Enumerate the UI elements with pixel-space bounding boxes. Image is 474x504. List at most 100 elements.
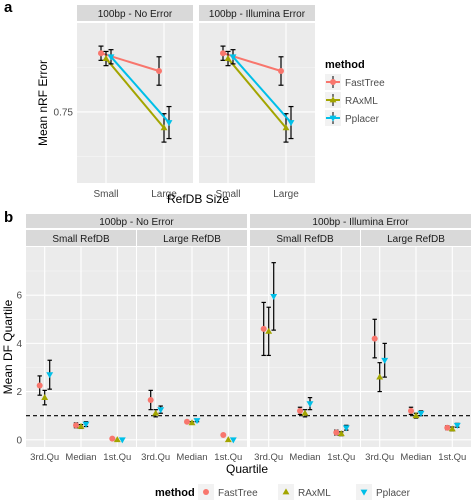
- legend-symbol-raxml: [329, 96, 337, 103]
- legend-a: method FastTree RAxML Pplacer: [325, 59, 385, 126]
- facet-b-3: Large RefDB 3rd.Qu Median 1st.Qu: [361, 230, 471, 463]
- x-tick-label: 1st.Qu: [214, 452, 242, 463]
- panel-letter-b: b: [4, 209, 13, 226]
- x-axis-label: Quartile: [226, 462, 268, 476]
- point-pplacer: [270, 293, 278, 300]
- point-pplacer: [229, 437, 237, 444]
- point-fasttree: [156, 68, 162, 74]
- inner-facet-title: Large RefDB: [387, 234, 445, 245]
- point-fasttree: [36, 382, 43, 389]
- point-pplacer: [306, 401, 314, 408]
- x-tick-label: Small: [93, 189, 118, 200]
- facet-a-0: 100bp - No Error Small Large: [77, 5, 193, 200]
- x-tick-label: Median: [289, 452, 320, 463]
- point-raxml: [337, 430, 345, 437]
- point-fasttree: [184, 418, 190, 425]
- plot-background: [77, 23, 193, 183]
- legend-entry: FastTree: [345, 78, 385, 89]
- legend-entry: RAxML: [298, 488, 331, 499]
- x-tick-label: 3rd.Qu: [30, 452, 59, 463]
- y-axis-label: Mean nRF Error: [36, 60, 50, 146]
- inner-facet-strip: [250, 230, 360, 246]
- x-tick-label: 3rd.Qu: [141, 452, 170, 463]
- point-pplacer: [118, 437, 126, 444]
- series-line-pplacer: [232, 56, 292, 124]
- point-raxml: [102, 54, 110, 61]
- panel-letter-a: a: [4, 0, 13, 16]
- series-line-pplacer: [110, 56, 170, 124]
- point-fasttree: [98, 50, 104, 57]
- point-pplacer: [287, 120, 295, 127]
- plot-background: [199, 23, 315, 183]
- legend-entry: FastTree: [218, 488, 258, 499]
- y-tick-label: 2: [16, 387, 22, 398]
- legend-entry: Pplacer: [376, 488, 411, 499]
- point-pplacer: [453, 422, 461, 429]
- inner-facet-title: Small RefDB: [52, 234, 110, 245]
- x-tick-label: 1st.Qu: [438, 452, 466, 463]
- series-line-raxml: [105, 57, 165, 129]
- point-raxml: [265, 327, 273, 334]
- x-tick-label: Small: [215, 189, 240, 200]
- facet-a-1: 100bp - Illumina Error Small Large: [199, 5, 315, 200]
- point-pplacer: [417, 410, 425, 417]
- x-tick-label: 3rd.Qu: [254, 452, 283, 463]
- series-line-raxml: [227, 57, 287, 129]
- x-tick-label: Median: [400, 452, 431, 463]
- point-raxml: [224, 54, 232, 61]
- point-raxml: [77, 422, 85, 429]
- legend-symbol-raxml: [282, 488, 290, 495]
- legend-entry: Pplacer: [345, 114, 380, 125]
- facet-strip: [77, 5, 193, 21]
- point-fasttree: [297, 407, 303, 414]
- point-fasttree: [444, 424, 451, 431]
- point-fasttree: [408, 407, 414, 414]
- inner-facet-strip: [26, 230, 136, 246]
- legend-b: method FastTree RAxML Pplacer: [155, 484, 411, 500]
- point-fasttree: [73, 422, 79, 429]
- legend-entry: RAxML: [345, 96, 378, 107]
- x-tick-label: Large: [273, 189, 299, 200]
- point-raxml: [113, 436, 121, 443]
- point-fasttree: [220, 50, 226, 57]
- inner-facet-strip: [361, 230, 471, 246]
- y-tick-label: 6: [16, 291, 22, 302]
- panel-b: b 100bp - No Error 100bp - Illumina Error S…: [1, 209, 471, 500]
- point-raxml: [301, 409, 309, 416]
- inner-facet-title: Large RefDB: [163, 234, 221, 245]
- point-raxml: [152, 409, 160, 416]
- inner-facet-title: Small RefDB: [276, 234, 334, 245]
- outer-facet-title: 100bp - No Error: [99, 217, 174, 228]
- point-raxml: [412, 412, 420, 419]
- point-fasttree: [260, 325, 267, 332]
- point-pplacer: [381, 357, 389, 364]
- point-fasttree: [220, 431, 227, 438]
- legend-title: method: [325, 59, 365, 71]
- legend-symbol-fasttree: [203, 489, 209, 495]
- facet-b-2: Small RefDB 3rd.Qu Median 1st.Qu: [250, 230, 360, 463]
- point-pplacer: [193, 418, 201, 425]
- x-tick-label: Median: [176, 452, 207, 463]
- legend-symbol-pplacer: [360, 489, 368, 496]
- y-tick-label: 0: [16, 435, 22, 446]
- y-axis-label: Mean DF Quartile: [1, 299, 15, 394]
- facet-b-0: Small RefDB 3rd.Qu Median 1st.Qu: [26, 230, 136, 463]
- facet-title: 100bp - No Error: [98, 9, 173, 20]
- point-pplacer: [165, 120, 173, 127]
- facet-title: 100bp - Illumina Error: [209, 9, 306, 20]
- y-tick-label: 0.75: [54, 107, 74, 118]
- outer-facet-title: 100bp - Illumina Error: [312, 217, 409, 228]
- point-fasttree: [147, 397, 154, 404]
- facet-strip: [199, 5, 315, 21]
- point-raxml: [224, 436, 232, 443]
- point-fasttree: [278, 68, 284, 74]
- x-tick-label: 3rd.Qu: [365, 452, 394, 463]
- x-tick-label: 1st.Qu: [103, 452, 131, 463]
- point-fasttree: [333, 429, 340, 436]
- point-pplacer: [46, 372, 54, 379]
- point-fasttree: [109, 435, 116, 442]
- point-raxml: [448, 425, 456, 432]
- x-tick-label: Large: [151, 189, 177, 200]
